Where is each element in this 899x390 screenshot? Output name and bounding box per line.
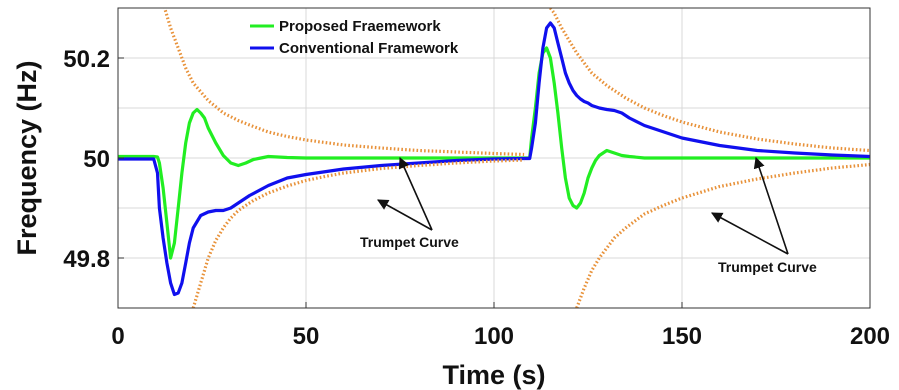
annotation-arrow-1b (377, 199, 433, 231)
y-axis-label: Frequency (Hz) (12, 60, 42, 255)
y-tick-label: 50.2 (63, 46, 110, 73)
legend-label-conventional: Conventional Framework (279, 40, 459, 57)
proposed-series-line (118, 46, 870, 260)
conventional-series-line (118, 21, 870, 297)
legend: Proposed Fraemework Conventional Framewo… (250, 18, 459, 57)
trumpet-curve-line (191, 158, 525, 308)
annotation-arrow-1a (398, 156, 433, 231)
x-axis-label: Time (s) (442, 360, 545, 390)
y-tick-label: 49.8 (63, 246, 110, 273)
annotation-trumpet-curve-2: Trumpet Curve (718, 259, 817, 275)
x-tick-label: 0 (111, 323, 124, 350)
series-0 (118, 46, 870, 260)
y-tick-label: 50 (83, 146, 110, 173)
x-tick-label: 150 (662, 323, 702, 350)
x-axis: 0 50 100 150 200 (111, 302, 890, 350)
legend-label-proposed: Proposed Fraemework (279, 18, 441, 35)
annotation-arrow-2b (711, 212, 789, 255)
annotation-trumpet-curve-1: Trumpet Curve (360, 234, 459, 250)
series-1 (118, 21, 870, 297)
annotations: Trumpet Curve Trumpet Curve (360, 156, 817, 275)
series-4 (549, 8, 870, 153)
annotation-arrow-2a (753, 156, 789, 255)
y-axis: 49.8 50 50.2 (63, 46, 124, 273)
x-tick-label: 50 (293, 323, 320, 350)
x-tick-label: 200 (850, 323, 890, 350)
series-3 (191, 158, 525, 308)
trumpet-curve-line (549, 8, 870, 153)
plot-area (118, 8, 870, 308)
series-5 (575, 162, 870, 308)
x-tick-label: 100 (474, 323, 514, 350)
trumpet-curve-line (575, 162, 870, 308)
